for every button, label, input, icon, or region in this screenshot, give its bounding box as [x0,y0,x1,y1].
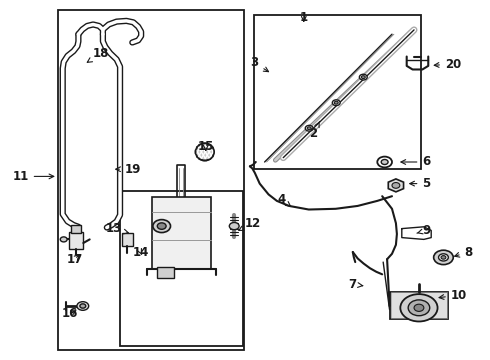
Circle shape [361,76,365,78]
Circle shape [377,157,392,167]
Text: 15: 15 [197,140,214,153]
Bar [391,292,447,318]
Text: 17: 17 [66,253,83,266]
Circle shape [359,74,367,80]
Text: 4: 4 [278,193,291,207]
Bar [71,225,81,233]
Text: 19: 19 [116,163,141,176]
Text: 14: 14 [132,246,148,258]
Circle shape [334,101,338,104]
Circle shape [60,237,67,242]
Circle shape [153,220,171,233]
Circle shape [229,222,239,230]
Text: 8: 8 [455,246,473,258]
Text: 20: 20 [434,58,461,71]
Circle shape [441,256,446,259]
Text: 18: 18 [87,47,109,62]
Polygon shape [388,179,404,192]
Circle shape [434,250,453,265]
Text: 11: 11 [12,170,54,183]
Bar [152,197,211,269]
Circle shape [80,304,86,308]
Ellipse shape [196,143,214,161]
Text: 16: 16 [61,307,78,320]
Text: 7: 7 [349,278,363,291]
Circle shape [439,254,448,261]
Text: 13: 13 [105,222,128,235]
Bar [122,233,133,246]
Circle shape [305,125,313,131]
Text: 12: 12 [239,217,261,230]
Bar [69,232,83,249]
Circle shape [307,127,311,130]
Circle shape [414,304,424,311]
Circle shape [77,302,89,310]
Bar [390,292,448,319]
Circle shape [400,294,438,321]
Text: 1: 1 [300,11,308,24]
Bar [120,191,243,346]
Bar [157,267,174,278]
Text: 3: 3 [250,57,269,72]
Bar [254,15,421,169]
Circle shape [381,159,388,165]
Circle shape [332,100,340,105]
Text: 2: 2 [310,121,319,140]
Circle shape [392,183,400,188]
Text: 9: 9 [417,224,431,237]
Circle shape [408,300,430,316]
Bar [58,10,244,350]
Text: 5: 5 [410,177,431,190]
Text: 6: 6 [401,156,431,168]
Circle shape [157,223,166,229]
Text: 10: 10 [439,289,467,302]
